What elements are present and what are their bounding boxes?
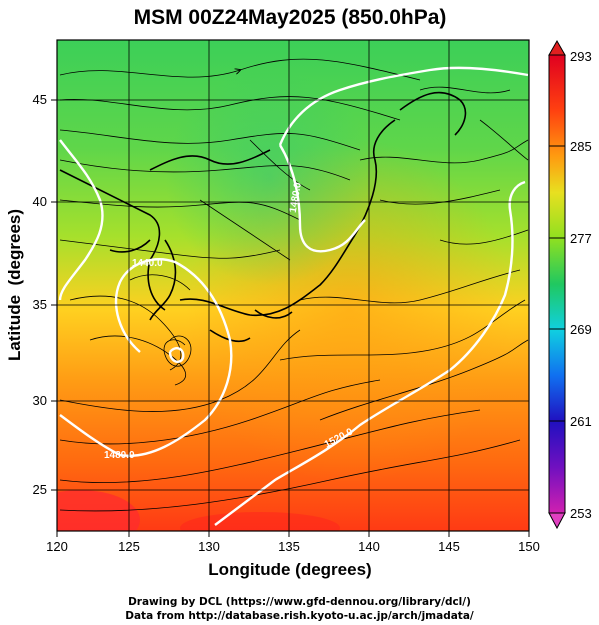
x-axis-label: Longitude (degrees) (208, 560, 371, 579)
colorbar-bottom-arrow (548, 512, 566, 530)
y-tick-label: 25 (33, 482, 47, 497)
credit-drawing: Drawing by DCL (https://www.gfd-dennou.o… (128, 596, 471, 608)
plot-frame (56, 39, 530, 532)
lat-lon-grid (57, 40, 529, 531)
contour-label: 1440.0 (132, 258, 163, 269)
colorbar-tick-label: 269 (570, 322, 592, 337)
y-tick-label: 45 (33, 92, 47, 107)
x-tick-label: 140 (358, 539, 380, 554)
y-axis-label: Latitude (degrees) (5, 209, 24, 361)
y-tick-label: 40 (33, 194, 47, 209)
colorbar-top-arrow (548, 39, 566, 56)
map-title: MSM 00Z24May2025 (850.0hPa) (134, 6, 447, 29)
tick-marks (51, 99, 530, 537)
colorbar-tick-label: 285 (570, 139, 592, 154)
wind-streamlines (59, 58, 529, 512)
colorbar: 293 285 277 269 261 253 (548, 39, 592, 530)
x-tick-label: 145 (438, 539, 460, 554)
y-tick-labels: 25 30 35 40 45 (33, 92, 47, 497)
height-contours (58, 66, 529, 526)
x-tick-label: 125 (118, 539, 140, 554)
credit-data: Data from http://database.rish.kyoto-u.a… (125, 610, 474, 622)
contour-label: 1480.0 (288, 181, 304, 213)
y-tick-label: 35 (33, 297, 47, 312)
x-tick-label: 130 (198, 539, 220, 554)
x-tick-label: 150 (518, 539, 540, 554)
colorbar-tick-label: 261 (570, 414, 592, 429)
x-tick-label: 135 (278, 539, 300, 554)
colorbar-tick-label: 277 (570, 231, 592, 246)
colorbar-tick-label: 253 (570, 506, 592, 521)
x-tick-label: 120 (46, 539, 68, 554)
x-tick-labels: 120 125 130 135 140 145 150 (46, 539, 540, 554)
y-tick-label: 30 (33, 393, 47, 408)
contour-label: 1480.0 (104, 450, 135, 461)
colorbar-gradient (548, 54, 566, 514)
colorbar-tick-label: 293 (570, 49, 592, 64)
temperature-field (57, 40, 529, 531)
